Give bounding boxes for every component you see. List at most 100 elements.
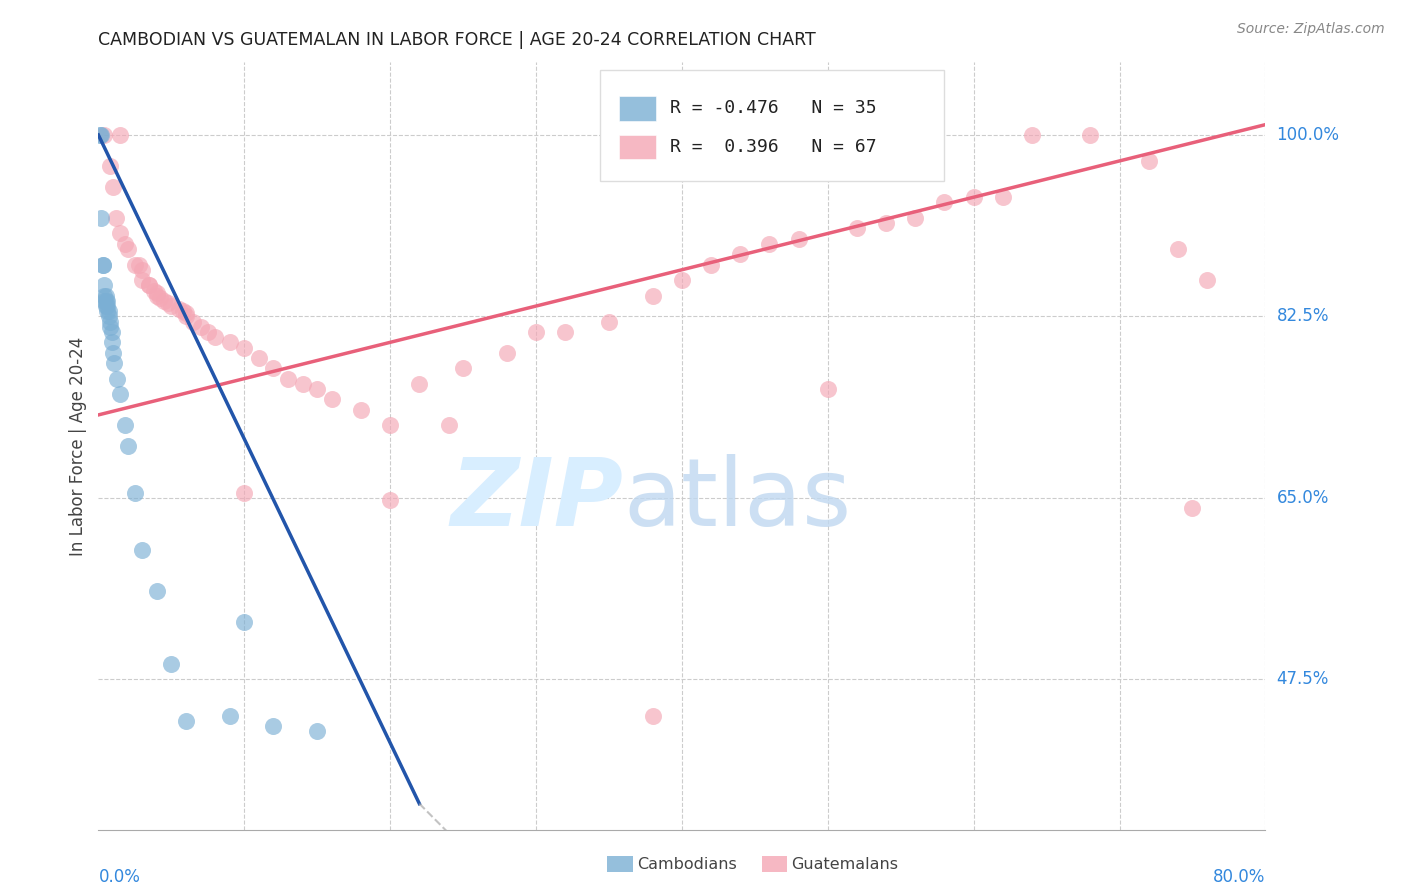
Point (321, 392, 343, 407)
Point (262, 361, 284, 376)
Point (90, 128, 112, 142)
Point (114, 236, 136, 251)
Text: Guatemalans: Guatemalans (792, 857, 898, 871)
Text: Source: ZipAtlas.com: Source: ZipAtlas.com (1237, 22, 1385, 37)
Point (114, 418, 136, 433)
Point (98, 159, 121, 173)
Point (100, 335, 122, 350)
Point (181, 315, 204, 329)
Point (96, 299, 118, 313)
Point (641, 288, 664, 302)
Point (103, 356, 125, 370)
Point (146, 285, 169, 300)
Text: CAMBODIAN VS GUATEMALAN IN LABOR FORCE | AGE 20-24 CORRELATION CHART: CAMBODIAN VS GUATEMALAN IN LABOR FORCE |… (98, 31, 815, 49)
Point (380, 492, 402, 507)
Point (93, 278, 115, 293)
Point (496, 345, 519, 359)
Point (94, 288, 117, 302)
Point (233, 341, 256, 355)
Point (131, 262, 153, 277)
FancyBboxPatch shape (619, 96, 657, 120)
Point (380, 418, 402, 433)
Point (218, 335, 240, 350)
Point (94, 293, 117, 308)
Point (991, 190, 1014, 204)
Point (100, 325, 122, 339)
Point (1080, 128, 1102, 142)
Point (758, 236, 780, 251)
Point (307, 724, 329, 739)
Point (174, 306, 197, 320)
Point (131, 542, 153, 557)
Point (700, 258, 723, 272)
FancyBboxPatch shape (619, 135, 657, 159)
Point (104, 211, 127, 225)
Text: 0.0%: 0.0% (98, 869, 141, 887)
Point (110, 227, 132, 241)
Point (96, 304, 118, 318)
Point (91, 258, 114, 272)
Point (671, 273, 693, 287)
FancyBboxPatch shape (600, 70, 945, 181)
Y-axis label: In Labor Force | Age 20-24: In Labor Force | Age 20-24 (69, 336, 87, 556)
Point (97, 310, 120, 324)
Point (904, 211, 927, 225)
Point (93, 288, 115, 302)
Point (110, 128, 132, 142)
Point (91, 258, 114, 272)
Point (149, 291, 172, 305)
Point (524, 325, 547, 339)
Point (437, 418, 460, 433)
Point (730, 247, 752, 261)
Point (554, 325, 576, 339)
Point (146, 584, 169, 599)
Point (598, 315, 620, 329)
Point (128, 258, 150, 272)
Point (172, 304, 194, 318)
Text: 100.0%: 100.0% (1277, 126, 1340, 144)
Point (1137, 153, 1160, 168)
Point (160, 657, 183, 671)
Point (1181, 501, 1204, 516)
Point (94, 299, 117, 313)
Text: R = -0.476   N = 35: R = -0.476 N = 35 (671, 100, 877, 118)
Text: Cambodians: Cambodians (637, 857, 737, 871)
Point (93, 293, 115, 308)
Point (247, 351, 270, 365)
Point (117, 242, 139, 256)
Point (408, 376, 430, 391)
Point (93, 128, 115, 142)
Point (117, 439, 139, 453)
Point (846, 221, 869, 235)
Point (110, 387, 132, 401)
Text: 80.0%: 80.0% (1213, 869, 1265, 887)
Point (350, 402, 373, 417)
Point (138, 278, 160, 293)
Point (96, 293, 118, 308)
Point (142, 284, 165, 298)
Point (451, 361, 474, 376)
Point (875, 216, 897, 230)
Point (817, 382, 839, 396)
Point (1021, 128, 1043, 142)
Point (1167, 242, 1189, 256)
Point (124, 485, 146, 500)
Point (174, 310, 197, 324)
Point (90, 211, 112, 225)
Point (98, 319, 121, 334)
Point (1195, 273, 1218, 287)
Point (641, 708, 664, 723)
Point (307, 382, 329, 396)
Point (98, 315, 121, 329)
Point (138, 278, 160, 293)
Point (277, 371, 299, 385)
Point (105, 371, 128, 385)
Point (167, 302, 190, 317)
Point (146, 288, 169, 302)
Point (131, 273, 153, 287)
Point (174, 714, 197, 728)
Point (218, 708, 240, 723)
Text: 47.5%: 47.5% (1277, 670, 1329, 689)
Point (204, 330, 226, 344)
Point (962, 190, 984, 204)
